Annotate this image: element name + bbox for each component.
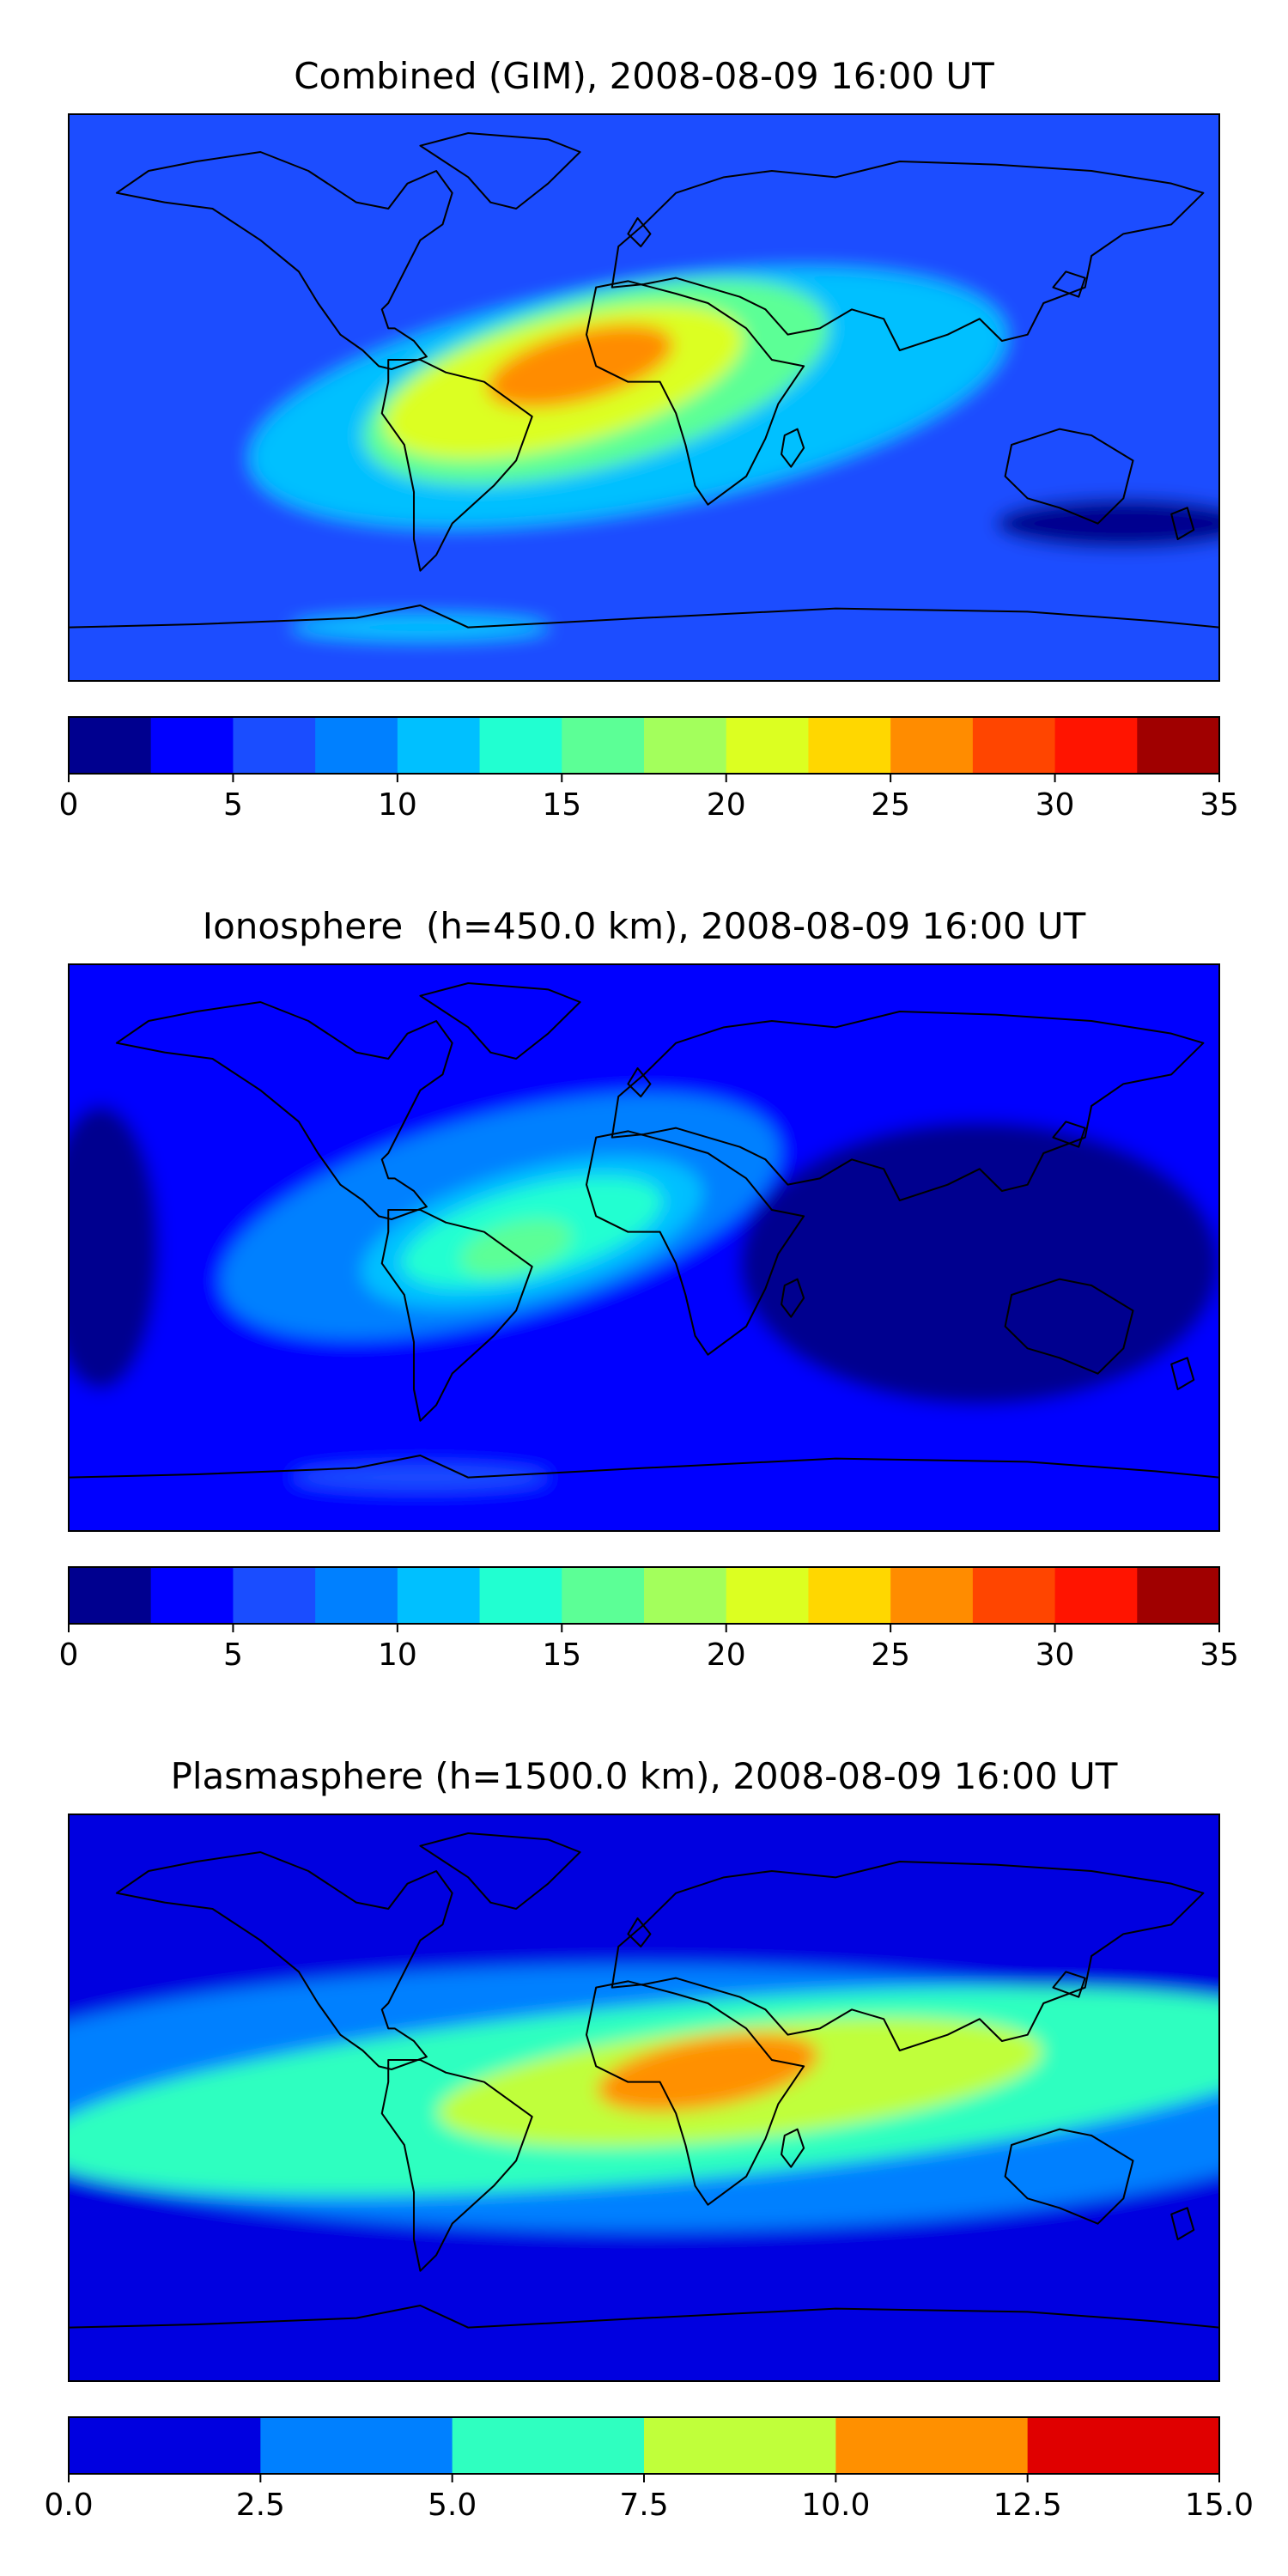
colorbar-segment [397, 1567, 481, 1624]
colorbar-segment [315, 717, 398, 774]
panel-combined: Combined (GIM), 2008-08-09 16:00 UT 0 5 10… [59, 55, 1239, 823]
chart-title: Combined (GIM), 2008-08-09 16:00 UT [294, 55, 994, 97]
colorbar-tick-label: 12.5 [993, 2488, 1062, 2523]
colorbar-segment [69, 1567, 152, 1624]
colorbar: 0 5 10 15 20 25 30 35 [59, 716, 1239, 823]
colorbar-segment [150, 1567, 234, 1624]
colorbar-segment [233, 717, 316, 774]
contour-western-pacific-low [69, 1106, 159, 1389]
heatmap-field [69, 964, 1219, 1531]
colorbar-tick-label: 10.0 [801, 2488, 870, 2523]
colorbar-segment [1054, 1567, 1138, 1624]
colorbar-segment [562, 717, 645, 774]
colorbar-segment [808, 1567, 891, 1624]
colorbar: 0 5 10 15 20 25 30 35 [59, 1566, 1239, 1673]
panel-ionosphere: Ionosphere (h=450.0 km), 2008-08-09 16:0… [59, 905, 1239, 1673]
colorbar-segment [233, 1567, 316, 1624]
chart-title: Ionosphere (h=450.0 km), 2008-08-09 16:0… [203, 905, 1086, 947]
colorbar-frame [68, 1566, 1220, 1625]
colorbar-tick-label: 0 [59, 787, 79, 823]
colorbar-tick-label: 0.0 [44, 2488, 93, 2523]
colorbar-tick-label: 30 [1036, 1637, 1075, 1673]
colorbar-segment [890, 1567, 974, 1624]
colorbar-segment [890, 717, 974, 774]
colorbar-segment [972, 717, 1056, 774]
colorbar-segment [726, 1567, 809, 1624]
map-frame [68, 1814, 1220, 2382]
colorbar-segment [260, 2417, 453, 2474]
colorbar-segment [644, 2417, 836, 2474]
contour-peak [597, 2032, 818, 2112]
heatmap-field [69, 114, 1219, 681]
colorbar-tick-label: 25 [871, 1637, 910, 1673]
colorbar-tick-label: 15.0 [1185, 2488, 1254, 2523]
colorbar-tick-label: 15 [542, 787, 581, 823]
colorbar-segment [452, 2417, 645, 2474]
colorbar-segment [972, 1567, 1056, 1624]
heatmap-field [69, 1814, 1219, 2381]
colorbar-segment [315, 1567, 398, 1624]
colorbar-tick-label: 0 [59, 1637, 79, 1673]
colorbar-segment [644, 717, 727, 774]
colorbar-segment [69, 717, 152, 774]
colorbar-tick-label: 5 [223, 787, 243, 823]
colorbar-segment [1137, 1567, 1220, 1624]
colorbar-tick-label: 30 [1036, 787, 1075, 823]
colorbar-segment [1054, 717, 1138, 774]
contour-peak [487, 324, 673, 408]
colorbar-tick-label: 25 [871, 787, 910, 823]
colorbar-tick-label: 5 [223, 1637, 243, 1673]
map-frame [68, 113, 1220, 682]
colorbar-tick-label: 10 [378, 1637, 417, 1673]
colorbar-segment [479, 1567, 562, 1624]
colorbar-tick-label: 35 [1200, 1637, 1239, 1673]
colorbar-segment [397, 717, 481, 774]
colorbar-segment [1137, 717, 1220, 774]
colorbar-tick-label: 10 [378, 787, 417, 823]
contour-antarctic-high [292, 1465, 549, 1491]
colorbar-frame [68, 716, 1220, 775]
colorbar-tick-label: 20 [707, 787, 746, 823]
contour-eastern-hemisphere-low [739, 1121, 1219, 1406]
contour-antarctic-high [292, 615, 549, 641]
colorbar-tick-label: 15 [542, 1637, 581, 1673]
map-frame [68, 963, 1220, 1532]
colorbar-segment [835, 2417, 1029, 2474]
colorbar-segment [150, 717, 234, 774]
colorbar-tick-label: 20 [707, 1637, 746, 1673]
panel-plasmasphere: Plasmasphere (h=1500.0 km), 2008-08-09 1… [44, 1755, 1254, 2523]
colorbar-tick-label: 2.5 [236, 2488, 285, 2523]
colorbar-tick-label: 5.0 [428, 2488, 477, 2523]
colorbar: 0.0 2.5 5.0 7.5 10.0 12.5 15.0 [44, 2416, 1254, 2523]
colorbar-tick-label: 7.5 [619, 2488, 668, 2523]
colorbar-segment [808, 717, 891, 774]
colorbar-segment [562, 1567, 645, 1624]
contour-south-pacific-low [995, 498, 1219, 549]
colorbar-segment [1027, 2417, 1220, 2474]
chart-title: Plasmasphere (h=1500.0 km), 2008-08-09 1… [171, 1755, 1118, 1797]
colorbar-segment [726, 717, 809, 774]
colorbar-segment [644, 1567, 727, 1624]
colorbar-tick-label: 35 [1200, 787, 1239, 823]
colorbar-segment [69, 2417, 261, 2474]
contour-peak [459, 1218, 573, 1277]
colorbar-segment [479, 717, 562, 774]
